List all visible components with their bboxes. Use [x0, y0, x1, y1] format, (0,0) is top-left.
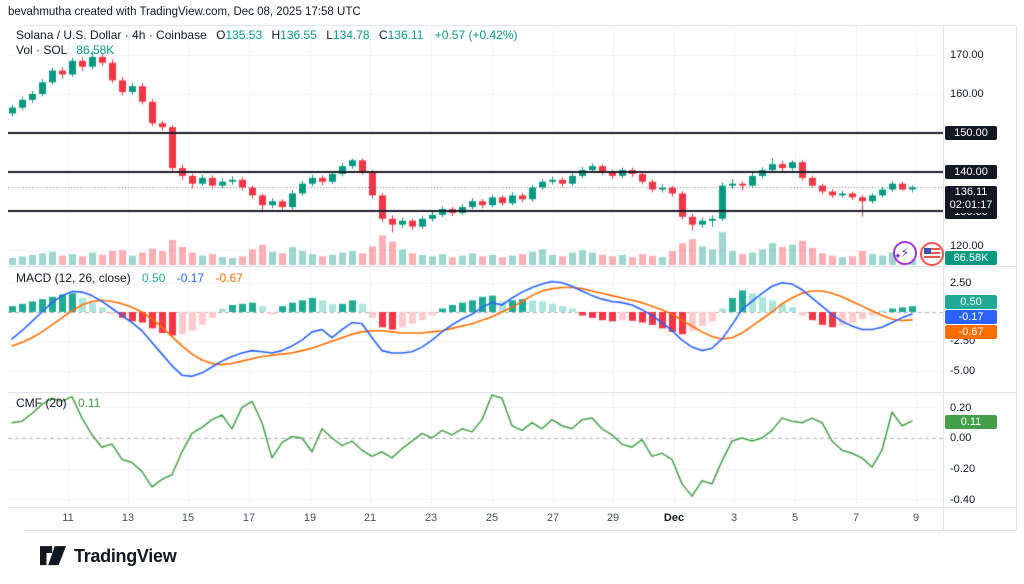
open-value: 135.53 — [225, 28, 263, 42]
time-axis-label: 3 — [730, 512, 738, 524]
price-level-badge: 150.00 — [945, 126, 997, 140]
time-axis-label: 15 — [181, 512, 195, 524]
symbol-title[interactable]: Solana / U.S. Dollar · 4h · Coinbase — [16, 28, 207, 42]
axis-label: 0.00 — [950, 432, 972, 444]
volume-value-badge: 86.58K — [945, 251, 997, 265]
time-axis-label: 19 — [303, 512, 317, 524]
time-axis-label: 11 — [62, 512, 74, 524]
cmf-label[interactable]: CMF (20) — [16, 396, 67, 410]
low-label: L — [326, 28, 333, 42]
high-label: H — [271, 28, 281, 42]
indicator-value-badge: 0.50 — [945, 295, 997, 309]
price-axis-separator — [943, 26, 944, 530]
tradingview-logo-glyph — [40, 546, 66, 566]
axis-label: 0.20 — [950, 402, 972, 414]
time-axis-label: 17 — [242, 512, 256, 524]
volume-value: 86.58K — [76, 43, 115, 57]
volume-legend: Vol · SOL 86.58K — [16, 43, 114, 57]
time-axis-label: 7 — [852, 512, 860, 524]
time-axis-label: 25 — [485, 512, 499, 524]
indicator-value-badge: -0.17 — [945, 310, 997, 324]
bar-countdown: 02:01:17 — [949, 199, 993, 211]
time-axis-label: 5 — [791, 512, 799, 524]
axis-label: -0.20 — [950, 463, 976, 475]
close-value: 136.11 — [387, 28, 424, 42]
axis-label: 2.50 — [950, 277, 972, 289]
boost-icon[interactable]: ⚡ ✦ — [893, 241, 917, 265]
frame-bottom-line — [24, 530, 1016, 531]
time-axis-label: 21 — [363, 512, 377, 524]
sparkle-icon: ✦ — [894, 251, 902, 261]
indicator-value-badge: 0.11 — [945, 415, 997, 429]
pane-separator-macd — [8, 266, 1016, 267]
axis-label: 120.00 — [950, 240, 984, 252]
tradingview-logo[interactable]: TradingView — [40, 546, 177, 567]
time-axis-label: 23 — [424, 512, 438, 524]
close-label: C — [378, 28, 388, 42]
frame-right-line — [1016, 26, 1017, 530]
axis-label: 160.00 — [950, 88, 984, 100]
axis-label: -0.40 — [950, 494, 976, 506]
macd-legend: MACD (12, 26, close) 0.50 -0.17 -0.67 — [16, 271, 243, 285]
price-level-badge: 140.00 — [945, 165, 997, 179]
volume-label: Vol · SOL — [16, 43, 67, 57]
flag-canton — [924, 248, 931, 254]
symbol-legend: Solana / U.S. Dollar · 4h · Coinbase O13… — [16, 28, 518, 42]
indicator-value-badge: -0.67 — [945, 325, 997, 339]
time-axis-label: 27 — [546, 512, 560, 524]
pane-separator-timeaxis — [8, 507, 1016, 508]
macd-line-value: -0.17 — [176, 271, 205, 285]
axis-label: -5.00 — [950, 365, 976, 377]
high-value: 136.55 — [280, 28, 317, 42]
time-axis-label: Dec — [663, 512, 685, 524]
cmf-value: 0.11 — [78, 396, 101, 410]
lightning-icon: ⚡ — [900, 245, 910, 260]
cmf-legend: CMF (20) 0.11 — [16, 396, 100, 410]
pane-separator-cmf — [8, 392, 1016, 393]
time-axis-label: 9 — [912, 512, 920, 524]
current-price: 136.11 — [954, 186, 988, 198]
tradingview-logo-text: TradingView — [74, 546, 177, 566]
time-axis-label: 29 — [606, 512, 620, 524]
macd-label[interactable]: MACD (12, 26, close) — [16, 271, 131, 285]
attribution-separator — [24, 25, 1016, 26]
macd-hist-value: 0.50 — [142, 271, 166, 285]
time-axis-label: 13 — [121, 512, 135, 524]
attribution-text: bevahmutha created with TradingView.com,… — [8, 6, 361, 18]
axis-label: 170.00 — [950, 49, 984, 61]
price-chart-canvas[interactable] — [8, 26, 943, 530]
open-label: O — [216, 28, 226, 42]
macd-signal-value: -0.67 — [215, 271, 243, 285]
us-flag-icon[interactable] — [920, 242, 944, 266]
current-price-badge: 136.11 02:01:17 — [945, 186, 997, 213]
change-value: +0.57 (+0.42%) — [434, 28, 518, 42]
flag-stripes — [924, 248, 940, 260]
low-value: 134.78 — [332, 28, 370, 42]
